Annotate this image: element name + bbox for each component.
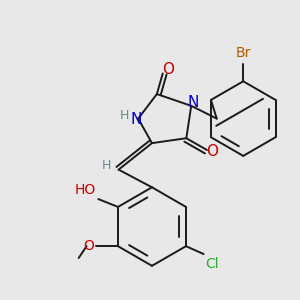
- Text: Cl: Cl: [206, 257, 219, 271]
- Text: N: N: [130, 112, 142, 127]
- Text: O: O: [206, 145, 218, 160]
- Text: N: N: [188, 95, 199, 110]
- Text: O: O: [162, 62, 174, 77]
- Text: H: H: [102, 159, 112, 172]
- Text: Br: Br: [236, 46, 251, 60]
- Text: H: H: [120, 109, 129, 122]
- Text: HO: HO: [74, 183, 95, 197]
- Text: O: O: [83, 239, 94, 253]
